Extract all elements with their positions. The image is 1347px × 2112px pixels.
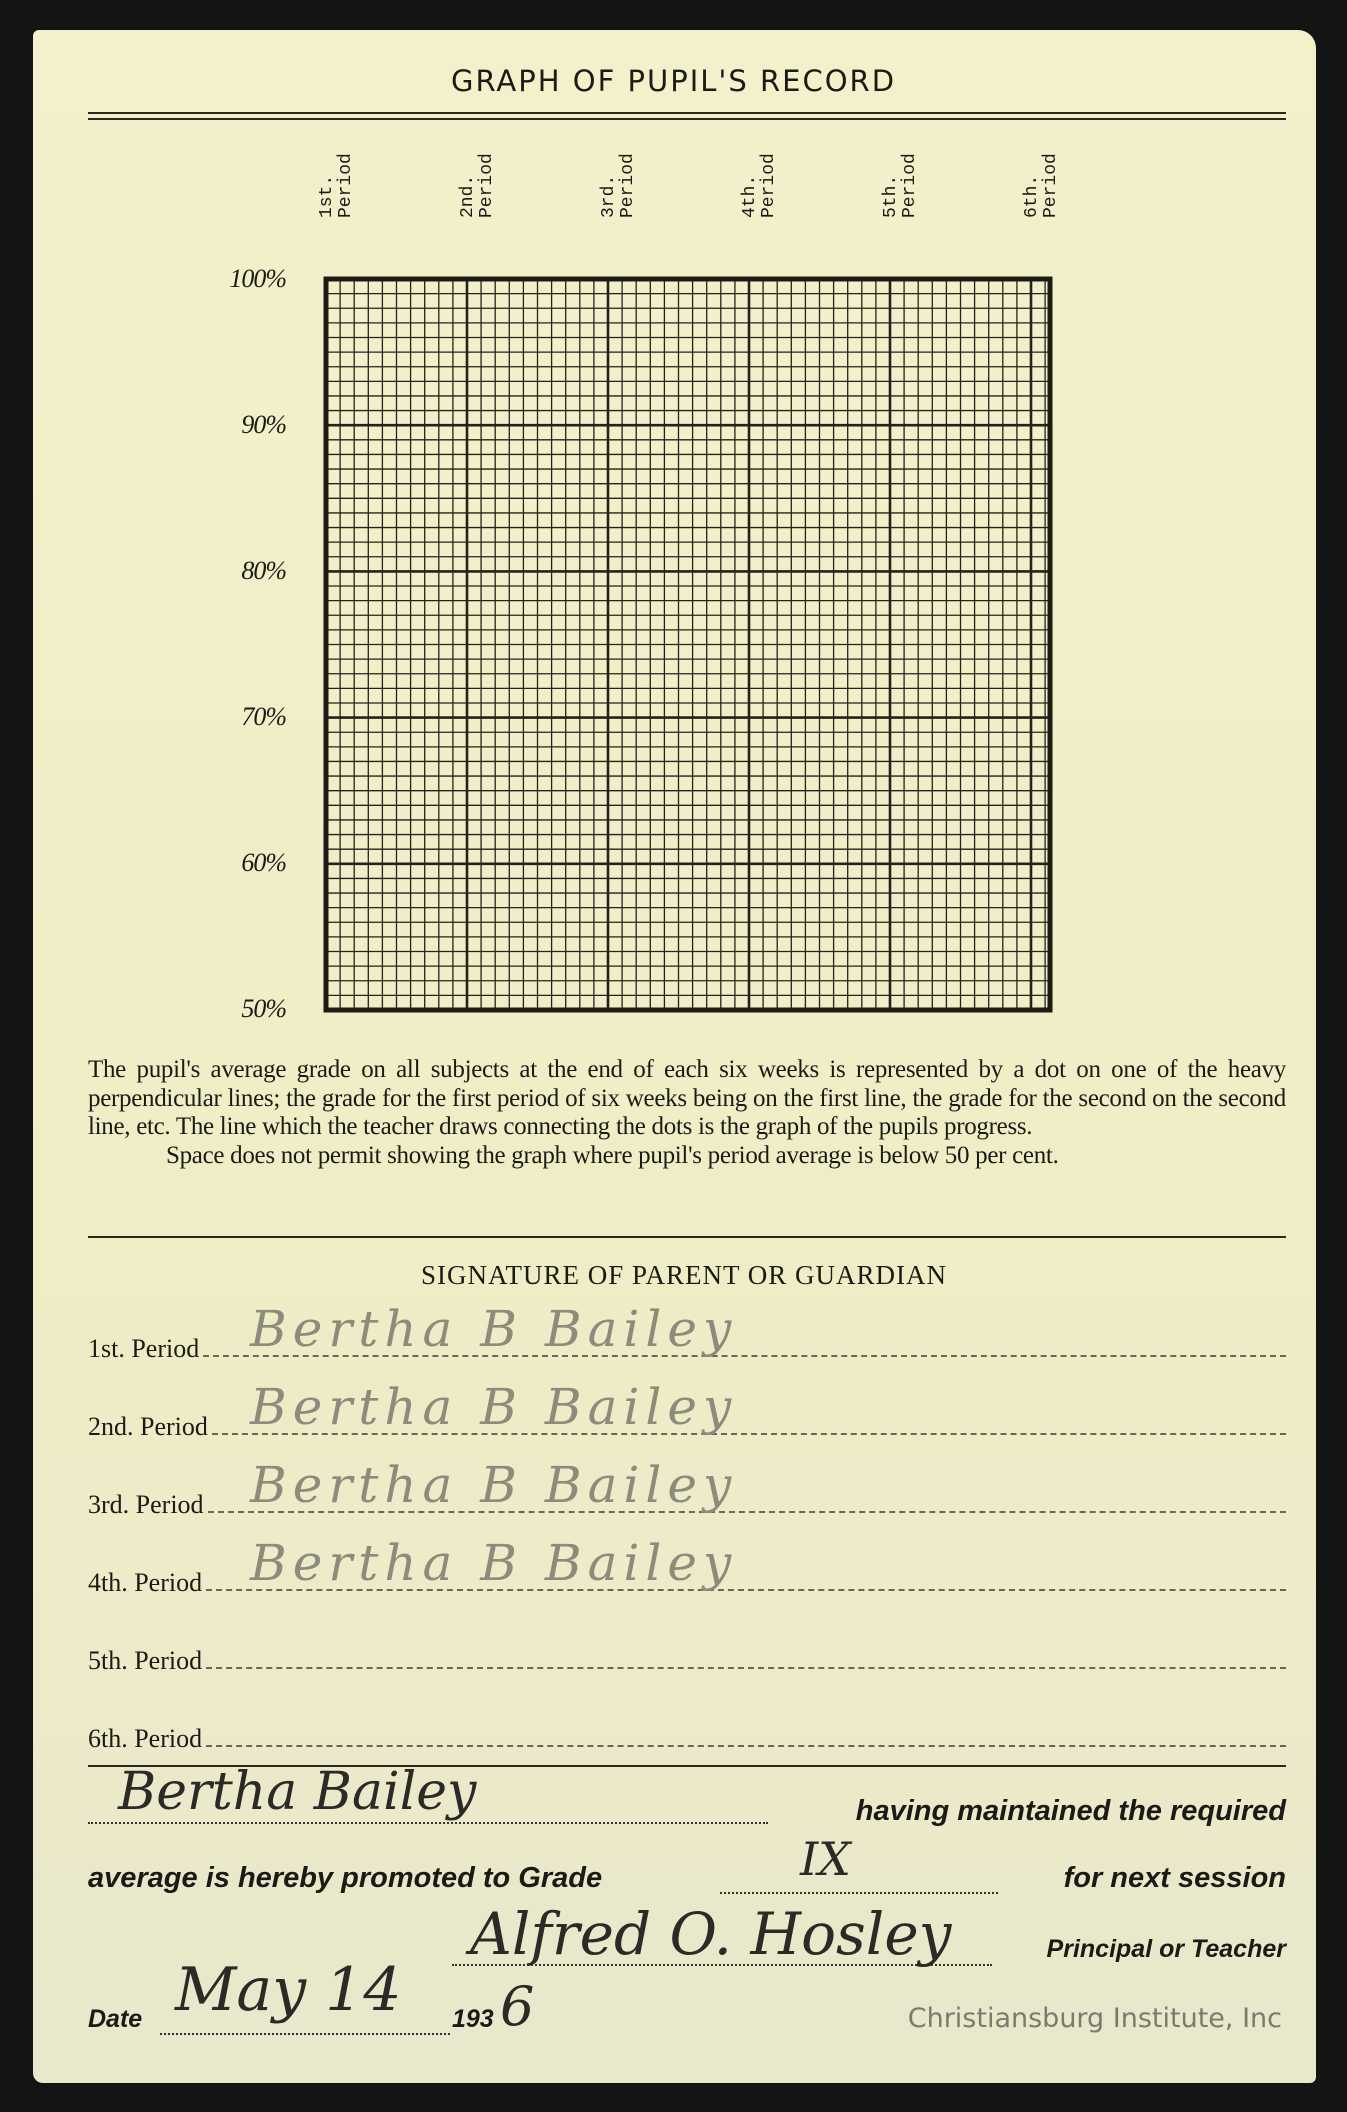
signature-row-1: 1st. Period (88, 1330, 1286, 1364)
period-header-4: 4th. Period (740, 153, 779, 218)
percent-label: 80% (241, 556, 287, 585)
graph-border (323, 276, 1053, 1013)
title-rule-bottom (88, 118, 1286, 120)
signature-row-6: 6th. Period (88, 1720, 1286, 1754)
promotion-text-3: for next session (1063, 1862, 1286, 1894)
instructions-paragraph-2: Space does not permit showing the graph … (166, 1141, 1059, 1169)
date-line[interactable] (160, 2033, 450, 2035)
period-header-2: 2nd. Period (458, 153, 497, 218)
title-rule-top (88, 112, 1286, 114)
teacher-label: Principal or Teacher (1046, 1935, 1286, 1963)
percent-label: 50% (241, 994, 287, 1023)
period-word: Period (618, 153, 638, 218)
signature-section-rule (88, 1765, 1286, 1767)
page-title: GRAPH OF PUPIL'S RECORD (450, 64, 897, 98)
promotion-text-2: average is hereby promoted to Grade (88, 1862, 603, 1894)
percent-label: 60% (241, 848, 287, 877)
teacher-signature-handwriting: Alfred O. Hosley (470, 1900, 952, 1968)
percent-label: 70% (241, 702, 287, 731)
section-rule (88, 1236, 1286, 1238)
period-number: 1st. (317, 174, 337, 218)
year-prefix: 193 (452, 2005, 494, 2033)
grade-line[interactable] (720, 1892, 998, 1894)
period-number: 2nd. (458, 174, 478, 218)
period-number: 3rd. (599, 174, 619, 218)
signature-row-5: 5th. Period (88, 1642, 1286, 1676)
period-label: 3rd. Period (88, 1490, 204, 1519)
period-label: 4th. Period (88, 1568, 203, 1597)
period-number: 5th. (881, 174, 901, 218)
period-header-1: 1st. Period (317, 153, 356, 218)
percent-label: 100% (229, 264, 287, 293)
year-suffix-handwriting: 6 (500, 1975, 535, 2038)
promotion-text-1: having maintained the required (855, 1795, 1286, 1827)
parent-signature: Bertha B Bailey (250, 1456, 738, 1514)
signature-line[interactable] (206, 1745, 1286, 1747)
graph-grid[interactable] (318, 274, 1054, 1016)
period-header-3: 3rd. Period (599, 153, 638, 218)
watermark: Christiansburg Institute, Inc (907, 2003, 1282, 2034)
parent-signature: Bertha B Bailey (250, 1300, 738, 1358)
pupil-name-line[interactable] (88, 1822, 768, 1824)
signature-line[interactable] (207, 1511, 1286, 1513)
period-header-6: 6th. Period (1022, 153, 1061, 218)
period-word: Period (1041, 153, 1061, 218)
date-label: Date (88, 2005, 143, 2033)
date-handwriting: May 14 (175, 1955, 402, 2025)
pupil-name-handwriting: Bertha Bailey (118, 1762, 477, 1822)
signature-line[interactable] (206, 1667, 1286, 1669)
signature-heading: SIGNATURE OF PARENT OR GUARDIAN (420, 1260, 948, 1290)
grade-handwriting: IX (800, 1832, 851, 1886)
instructions-text: The pupil's average grade on all subject… (88, 1056, 1286, 1170)
report-card (33, 30, 1316, 2083)
signature-row-2: 2nd. Period (88, 1408, 1286, 1442)
period-number: 6th. (1022, 174, 1042, 218)
signature-row-3: 3rd. Period (88, 1486, 1286, 1520)
period-label: 6th. Period (88, 1724, 203, 1753)
signature-row-4: 4th. Period (88, 1564, 1286, 1598)
period-label: 1st. Period (88, 1334, 200, 1363)
period-word: Period (900, 153, 920, 218)
signature-line[interactable] (211, 1433, 1286, 1435)
signature-line[interactable] (206, 1589, 1286, 1591)
parent-signature: Bertha B Bailey (250, 1378, 738, 1436)
period-header-5: 5th. Period (881, 153, 920, 218)
period-number: 4th. (740, 174, 760, 218)
instructions-paragraph-1: The pupil's average grade on all subject… (88, 1056, 1286, 1140)
period-label: 2nd. Period (88, 1412, 208, 1441)
teacher-signature-line[interactable] (452, 1964, 992, 1966)
period-word: Period (336, 153, 356, 218)
signature-line[interactable] (203, 1355, 1286, 1357)
period-label: 5th. Period (88, 1646, 203, 1675)
period-word: Period (759, 153, 779, 218)
period-word: Period (477, 153, 497, 218)
percent-label: 90% (241, 410, 287, 439)
parent-signature: Bertha B Bailey (250, 1534, 738, 1592)
